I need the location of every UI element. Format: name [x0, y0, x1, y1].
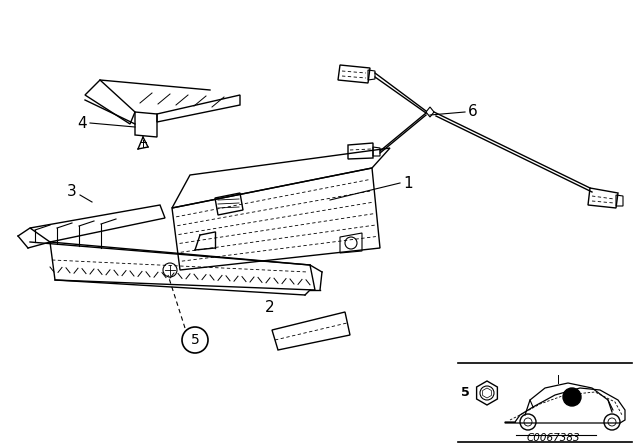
Text: 3: 3: [67, 185, 77, 199]
Text: 2: 2: [265, 300, 275, 314]
Text: 5: 5: [191, 333, 200, 347]
Circle shape: [563, 388, 581, 406]
Text: 6: 6: [468, 104, 477, 120]
Text: 5: 5: [461, 387, 470, 400]
Text: 1: 1: [403, 176, 413, 190]
Text: C0067383: C0067383: [526, 433, 580, 443]
Text: 4: 4: [77, 116, 87, 130]
